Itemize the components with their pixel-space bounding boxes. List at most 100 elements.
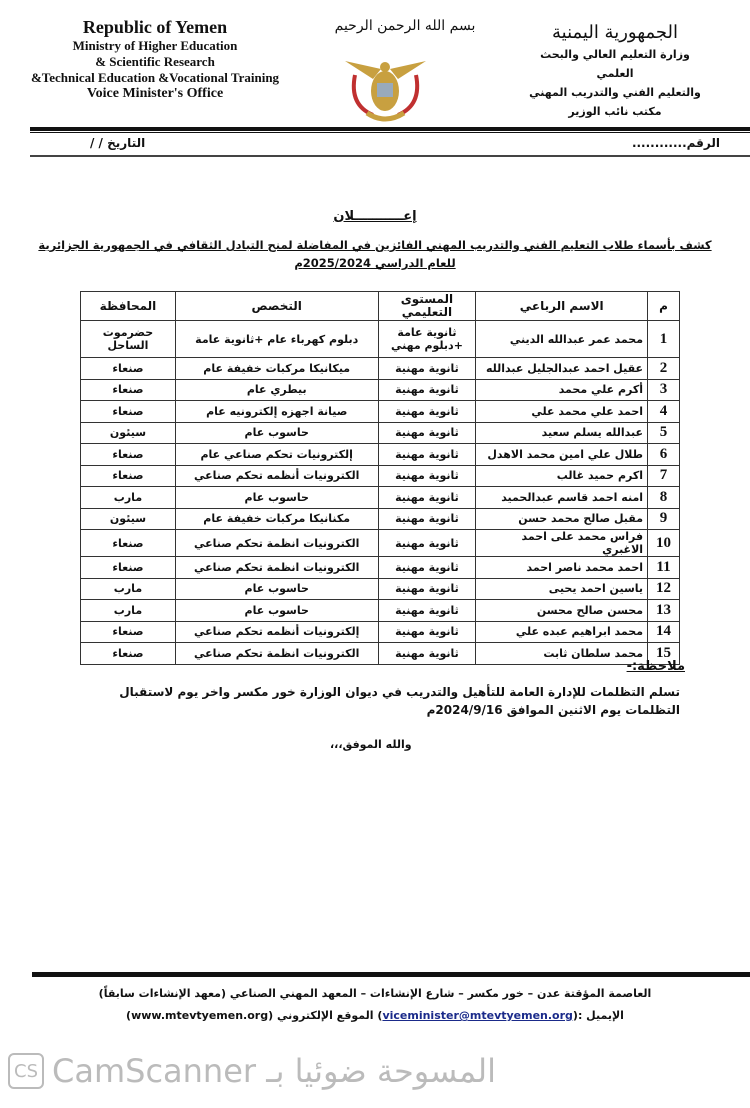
education-level: ثانوية مهنية — [377, 577, 477, 600]
student-name: محمد ابراهيم عبده علي — [475, 620, 649, 643]
academic-year: للعام الدراسي 2025/2024م — [294, 256, 456, 270]
announcement-title: إعـــــــــــلان — [333, 209, 417, 224]
date-field: التاريخ / / — [90, 136, 146, 150]
footer-contact: الإيميل :(viceminister@mtevtyemen.org) ا… — [0, 1005, 750, 1027]
col-governorate: المحافظة — [80, 291, 176, 321]
website-link[interactable]: (www.mtevtyemen.org) — [126, 1009, 274, 1022]
col-name: الاسم الرباعي — [475, 291, 649, 321]
reference-number: الرقم............ — [631, 136, 720, 150]
education-level: ثانوية مهنية — [377, 378, 477, 401]
specialty: إلكترونيات تحكم صناعي عام — [174, 443, 379, 466]
note-label: ملاحظة:- — [626, 659, 685, 674]
row-number: 1 — [647, 320, 680, 358]
col-number: م — [647, 291, 680, 321]
arabic-letterhead: الجمهورية اليمنية وزارة التعليم العالي و… — [520, 22, 710, 121]
table-row: 2 عقيل احمد عبدالجليل عبدالله ثانوية مهنية… — [80, 357, 680, 380]
governorate: صنعاء — [80, 443, 176, 466]
education-level: ثانوية مهنية — [377, 556, 477, 579]
governorate: حضرموت الساحل — [80, 320, 176, 358]
specialty: صيانة اجهزه إلكترونيه عام — [174, 400, 379, 423]
specialty: الكترونيات انظمة تحكم صناعي — [174, 642, 379, 665]
education-level: ثانوية عامة +دبلوم مهني — [377, 320, 477, 358]
ministry-ar-1: وزارة التعليم العالي والبحث العلمي — [540, 48, 690, 80]
row-number: 6 — [647, 443, 680, 466]
student-name: أكرم علي محمد — [475, 378, 649, 401]
education-level: ثانوية مهنية — [377, 620, 477, 643]
specialty: دبلوم كهرباء عام +ثانوية عامة — [174, 320, 379, 358]
governorate: مارب — [80, 599, 176, 622]
table-row: 9 مقبل صالح محمد حسن ثانوية مهنية مكنانيكا … — [80, 507, 680, 530]
table-row: 6 طلال علي امين محمد الاهدل ثانوية مهنية إل… — [80, 443, 680, 466]
watermark-text: CamScanner المسوحة ضوئيا بـ — [52, 1052, 497, 1090]
governorate: مارب — [80, 486, 176, 509]
governorate: صنعاء — [80, 642, 176, 665]
specialty: حاسوب عام — [174, 599, 379, 622]
ministry-line-3: &Technical Education &Vocational Trainin… — [30, 70, 280, 85]
student-name: اكرم حميد غالب — [475, 464, 649, 487]
students-table: م الاسم الرباعي المستوى التعليمي التخصص … — [80, 291, 680, 665]
row-number: 8 — [647, 486, 680, 509]
table-row: 4 احمد علي محمد علي ثانوية مهنية صيانة اجهز… — [80, 400, 680, 423]
table-row: 7 اكرم حميد غالب ثانوية مهنية الكترونيات أن… — [80, 464, 680, 487]
education-level: ثانوية مهنية — [377, 400, 477, 423]
table-row: 10 فراس محمد على احمد الاغبري ثانوية مهنية… — [80, 529, 680, 557]
camscanner-logo-icon: CS — [8, 1053, 44, 1089]
note-line-2: التظلمات يوم الاثنين الموافق 2024/9/16م — [426, 703, 680, 717]
row-number: 11 — [647, 556, 680, 579]
ministry-line-2: & Scientific Research — [95, 54, 215, 69]
website-label: ) الموقع الإلكتروني — [273, 1009, 383, 1022]
country-name-en: Republic of Yemen — [82, 17, 228, 37]
student-name: ياسين احمد يحيى — [475, 577, 649, 600]
governorate: مارب — [80, 577, 176, 600]
office-name-ar: مكتب نائب الوزير — [568, 105, 662, 118]
email-link[interactable]: viceminister@mtevtyemen.org — [382, 1009, 573, 1022]
specialty: بيطري عام — [174, 378, 379, 401]
ministry-line-1: Ministry of Higher Education — [72, 38, 238, 53]
table-row: 11 احمد محمد ناصر احمد ثانوية مهنية الكترون… — [80, 556, 680, 579]
specialty: ميكانيكا مركبات خفيفة عام — [174, 357, 379, 380]
education-level: ثانوية مهنية — [377, 642, 477, 665]
announcement-subtitle: كشف بأسماء طلاب التعليم الفني والتدريب ا… — [38, 238, 712, 252]
row-number: 5 — [647, 421, 680, 444]
table-row: 13 محسن صالح محسن ثانوية مهنية حاسوب عام مار… — [80, 599, 680, 622]
footer-rule — [32, 972, 750, 977]
education-level: ثانوية مهنية — [377, 357, 477, 380]
education-level: ثانوية مهنية — [377, 486, 477, 509]
student-name: احمد محمد ناصر احمد — [475, 556, 649, 579]
ministry-ar-2: والتعليم الفني والتدريب المهني — [529, 86, 701, 99]
row-number: 10 — [647, 529, 680, 557]
education-level: ثانوية مهنية — [377, 421, 477, 444]
header-rule — [30, 127, 750, 133]
specialty: حاسوب عام — [174, 577, 379, 600]
student-name: محسن صالح محسن — [475, 599, 649, 622]
country-name-ar: الجمهورية اليمنية — [551, 22, 679, 43]
specialty: الكترونيات أنظمه تحكم صناعي — [174, 464, 379, 487]
row-number: 4 — [647, 400, 680, 423]
governorate: صنعاء — [80, 556, 176, 579]
specialty: إلكترونيات أنظمه تحكم صناعي — [174, 620, 379, 643]
note-line-1: تسلم التظلمات للإدارة العامة للتأهيل وال… — [119, 685, 680, 699]
education-level: ثانوية مهنية — [377, 599, 477, 622]
row-number: 15 — [647, 642, 680, 665]
student-name: فراس محمد على احمد الاغبري — [475, 529, 649, 557]
row-number: 13 — [647, 599, 680, 622]
student-name: عبدالله يسلم سعيد — [475, 421, 649, 444]
yemen-emblem-icon — [343, 55, 428, 132]
header-rule-thin — [30, 155, 750, 157]
education-level: ثانوية مهنية — [377, 443, 477, 466]
table-row: 5 عبدالله يسلم سعيد ثانوية مهنية حاسوب عام س… — [80, 421, 680, 444]
governorate: سيئون — [80, 421, 176, 444]
footer: العاصمة المؤقتة عدن – خور مكسر – شارع ال… — [0, 983, 750, 1027]
footer-address: العاصمة المؤقتة عدن – خور مكسر – شارع ال… — [98, 987, 652, 1000]
governorate: صنعاء — [80, 357, 176, 380]
camscanner-watermark: CS CamScanner المسوحة ضوئيا بـ — [8, 1052, 496, 1090]
row-number: 14 — [647, 620, 680, 643]
education-level: ثانوية مهنية — [377, 507, 477, 530]
table-header-row: م الاسم الرباعي المستوى التعليمي التخصص … — [80, 291, 680, 321]
governorate: صنعاء — [80, 620, 176, 643]
governorate: صنعاء — [80, 378, 176, 401]
specialty: حاسوب عام — [174, 421, 379, 444]
student-name: امنه احمد قاسم عبدالحميد — [475, 486, 649, 509]
student-name: محمد سلطان ثابت — [475, 642, 649, 665]
col-level: المستوى التعليمي — [377, 291, 477, 321]
